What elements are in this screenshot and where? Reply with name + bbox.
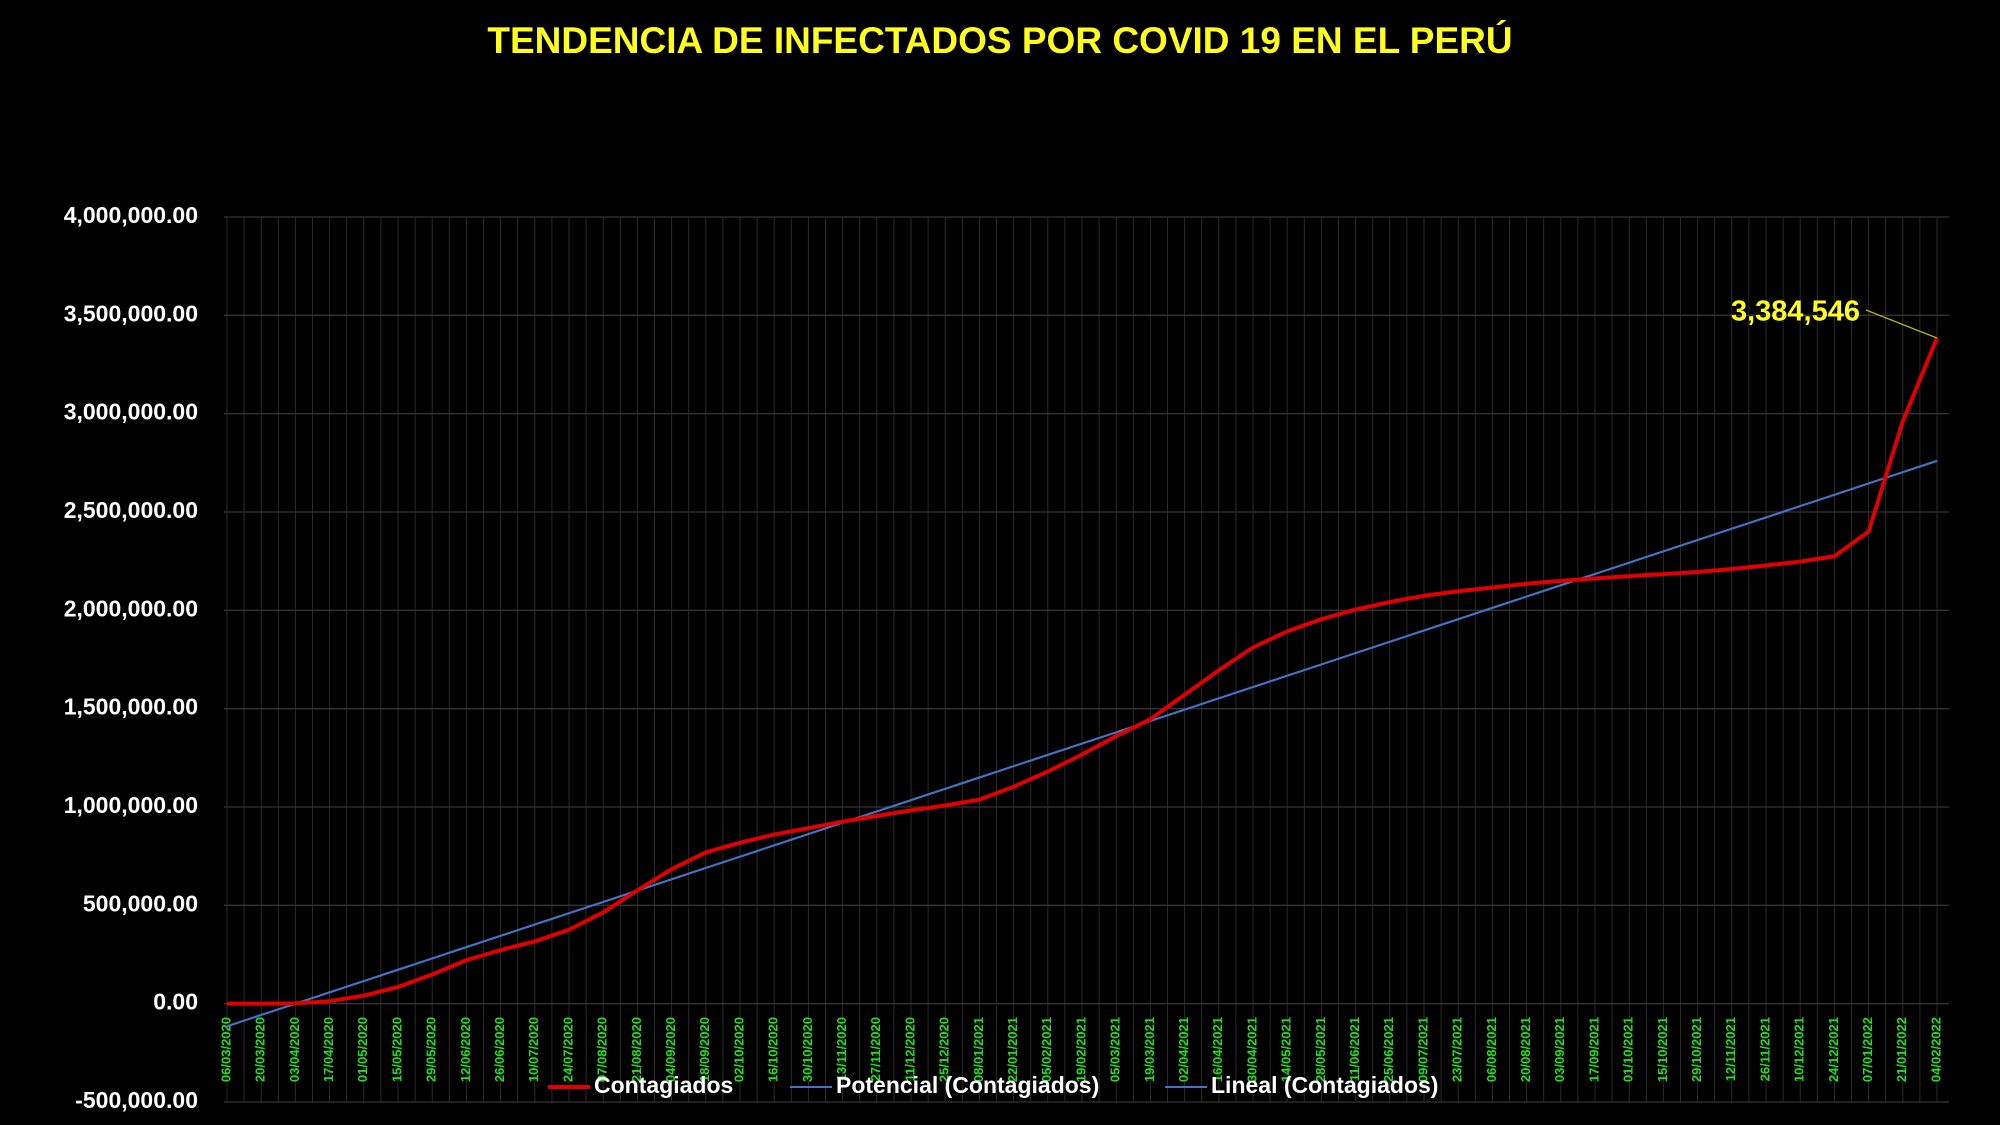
x-tick-label: 08/01/2021 (971, 1017, 986, 1082)
x-tick-label: 21/01/2022 (1894, 1017, 1909, 1082)
x-tick-label: 18/09/2020 (697, 1017, 712, 1082)
y-tick-label: -500,000.00 (75, 1087, 198, 1113)
data-line (226, 337, 1939, 1006)
y-tick-label: 2,000,000.00 (64, 595, 198, 621)
x-tick-label: 05/02/2021 (1039, 1017, 1054, 1082)
y-tick-label: 0.00 (153, 989, 198, 1015)
x-tick-label: 07/01/2022 (1860, 1017, 1875, 1082)
x-tick-label: 26/11/2021 (1757, 1017, 1772, 1081)
y-tick-label: 500,000.00 (83, 890, 198, 916)
legend-label: Contagiados (594, 1072, 733, 1098)
x-tick-label: 24/12/2021 (1826, 1017, 1841, 1082)
x-tick-label: 19/03/2021 (1142, 1017, 1157, 1082)
x-tick-label: 20/03/2020 (253, 1017, 268, 1082)
x-tick-label: 25/12/2020 (937, 1017, 952, 1082)
x-tick-label: 12/11/2021 (1723, 1017, 1738, 1081)
x-tick-label: 03/09/2021 (1552, 1017, 1567, 1082)
x-tick-label: 30/10/2020 (800, 1017, 815, 1082)
x-tick-label: 10/07/2020 (526, 1017, 541, 1082)
x-tick-label: 06/03/2020 (218, 1017, 233, 1082)
y-tick-label: 3,500,000.00 (64, 300, 198, 326)
x-tick-label: 15/05/2020 (389, 1017, 404, 1082)
x-tick-label: 04/02/2022 (1928, 1017, 1943, 1082)
x-tick-label: 17/09/2021 (1586, 1017, 1601, 1082)
y-tick-label: 1,000,000.00 (64, 792, 198, 818)
x-tick-label: 30/04/2021 (1244, 1017, 1259, 1082)
x-tick-label: 19/02/2021 (1073, 1017, 1088, 1082)
x-tick-label: 11/06/2021 (1347, 1017, 1362, 1081)
x-tick-label: 05/03/2021 (1108, 1017, 1123, 1082)
y-tick-label: 2,500,000.00 (64, 497, 198, 523)
x-tick-label: 04/09/2020 (663, 1017, 678, 1082)
x-tick-label: 12/06/2020 (458, 1017, 473, 1082)
x-tick-label: 09/07/2021 (1415, 1017, 1430, 1082)
x-tick-label: 29/10/2021 (1689, 1017, 1704, 1082)
x-tick-label: 22/01/2021 (1005, 1017, 1020, 1082)
x-tick-label: 14/05/2021 (1279, 1017, 1294, 1082)
x-tick-label: 25/06/2021 (1381, 1017, 1396, 1082)
x-tick-label: 16/10/2020 (766, 1017, 781, 1082)
trend-line (226, 459, 1938, 1028)
x-tick-label: 02/04/2021 (1176, 1017, 1191, 1082)
y-tick-label: 3,000,000.00 (64, 399, 198, 425)
x-tick-label: 01/05/2020 (355, 1017, 370, 1082)
x-tick-label: 17/04/2020 (321, 1017, 336, 1082)
x-tick-label: 13/11/2020 (834, 1017, 849, 1081)
x-tick-label: 03/04/2020 (287, 1017, 302, 1082)
x-tick-label: 02/10/2020 (731, 1017, 746, 1082)
legend-label: Lineal (Contagiados) (1211, 1072, 1438, 1098)
x-tick-label: 07/08/2020 (595, 1017, 610, 1082)
x-tick-label: 10/12/2021 (1792, 1017, 1807, 1082)
x-tick-label: 24/07/2020 (560, 1017, 575, 1082)
y-tick-label: 1,500,000.00 (64, 694, 198, 720)
x-tick-label: 16/04/2021 (1210, 1017, 1225, 1082)
legend-label: Potencial (Contagiados) (836, 1072, 1099, 1098)
x-tick-label: 23/07/2021 (1450, 1017, 1465, 1082)
data-label: 3,384,546 (1731, 296, 1860, 328)
x-tick-label: 06/08/2021 (1484, 1017, 1499, 1082)
x-tick-label: 11/12/2020 (902, 1017, 917, 1081)
leader-line (1865, 309, 1938, 339)
x-tick-label: 15/10/2021 (1655, 1017, 1670, 1082)
x-tick-label: 28/05/2021 (1313, 1017, 1328, 1082)
x-tick-label: 20/08/2021 (1518, 1017, 1533, 1082)
x-tick-label: 01/10/2021 (1621, 1017, 1636, 1082)
x-tick-label: 27/11/2020 (868, 1017, 883, 1081)
chart-title: TENDENCIA DE INFECTADOS POR COVID 19 EN … (487, 19, 1512, 61)
y-tick-label: 4,000,000.00 (64, 202, 198, 228)
x-tick-label: 26/06/2020 (492, 1017, 507, 1082)
x-tick-label: 21/08/2020 (629, 1017, 644, 1082)
x-tick-label: 29/05/2020 (424, 1017, 439, 1082)
